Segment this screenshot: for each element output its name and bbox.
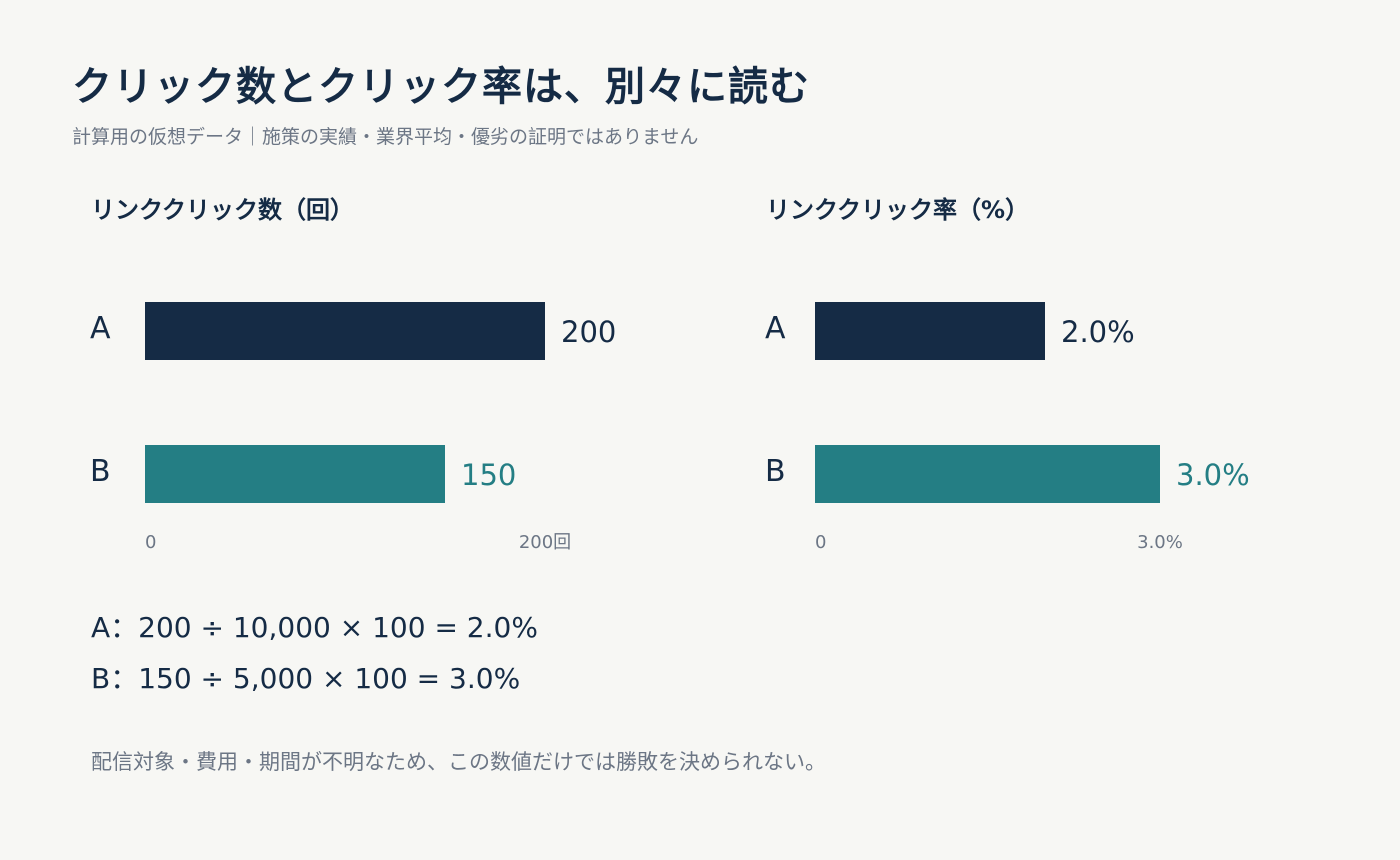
- caveat-note: 配信対象・費用・期間が不明なため、この数値だけでは勝敗を決められない。: [91, 750, 826, 774]
- rate-category-label-a: A: [765, 311, 786, 346]
- count-value-label-b: 150: [461, 458, 516, 492]
- count-tick-label-min: 0: [145, 532, 156, 553]
- rate-category-label-b: B: [765, 454, 786, 489]
- rate-value-label-a: 2.0%: [1061, 315, 1135, 349]
- formula-b: B：150 ÷ 5,000 × 100 = 3.0%: [91, 662, 521, 695]
- page-title: クリック数とクリック率は、別々に読む: [72, 64, 810, 110]
- rate-chart-title: リンククリック率（%）: [766, 196, 1030, 224]
- count-value-label-a: 200: [561, 315, 616, 349]
- rate-tick-label-max: 3.0%: [1137, 532, 1183, 553]
- count-category-label-a: A: [90, 311, 111, 346]
- count-bar-b: [145, 445, 445, 503]
- count-chart-title: リンククリック数（回）: [91, 196, 355, 224]
- rate-bar-b: [815, 445, 1160, 503]
- rate-value-label-b: 3.0%: [1176, 458, 1250, 492]
- rate-bar-a: [815, 302, 1045, 360]
- count-bar-a: [145, 302, 545, 360]
- formula-a: A：200 ÷ 10,000 × 100 = 2.0%: [91, 611, 538, 644]
- count-tick-label-max: 200回: [519, 532, 571, 553]
- count-category-label-b: B: [90, 454, 111, 489]
- rate-tick-label-min: 0: [815, 532, 826, 553]
- page-subtitle: 計算用の仮想データ｜施策の実績・業界平均・優劣の証明ではありません: [72, 126, 699, 148]
